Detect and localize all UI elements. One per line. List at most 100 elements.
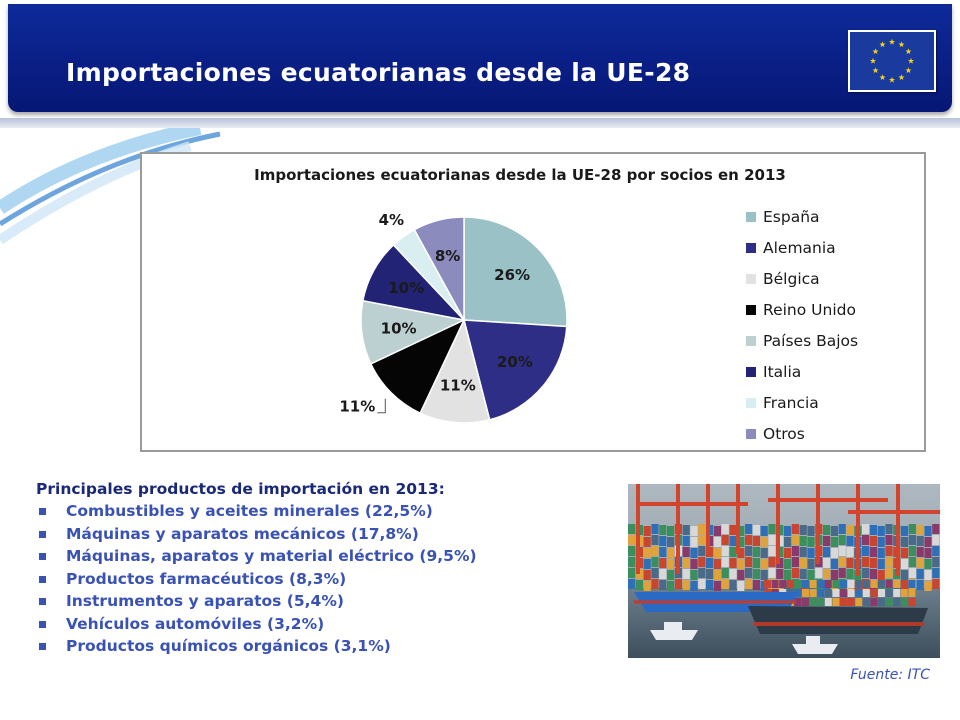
- container-block: [791, 557, 799, 567]
- container-block: [760, 537, 768, 547]
- container-block: [721, 535, 729, 545]
- container-block: [830, 559, 838, 569]
- product-item: Combustibles y aceites minerales (22,5%): [36, 500, 616, 523]
- flag-star-icon: [869, 57, 877, 64]
- container-block: [690, 581, 698, 591]
- container-block: [643, 548, 651, 558]
- container-block: [846, 547, 854, 557]
- container-block: [932, 579, 940, 589]
- container-block: [729, 558, 737, 568]
- container-block: [869, 525, 877, 535]
- container-block: [651, 524, 659, 534]
- container-block: [807, 526, 815, 536]
- legend-swatch: [746, 274, 756, 284]
- container-block: [924, 548, 932, 558]
- container-block: [924, 537, 932, 547]
- container-block: [659, 547, 667, 557]
- container-block: [752, 525, 760, 535]
- container-block: [901, 570, 909, 580]
- container-block: [901, 526, 909, 536]
- container-block: [878, 598, 885, 606]
- container-block: [745, 546, 753, 556]
- container-block: [706, 558, 714, 568]
- container-block: [737, 526, 745, 536]
- container-block: [698, 557, 706, 567]
- container-block: [682, 558, 690, 568]
- container-block: [713, 581, 721, 591]
- container-block: [855, 598, 863, 606]
- container-block: [628, 568, 636, 578]
- container-block: [830, 537, 838, 547]
- container-block: [651, 568, 659, 578]
- container-block: [807, 559, 815, 569]
- container-block: [729, 525, 737, 535]
- container-block: [799, 547, 807, 557]
- container-block: [823, 569, 831, 579]
- container-block: [667, 581, 675, 591]
- container-block: [628, 579, 636, 589]
- container-block: [737, 559, 745, 569]
- container-block: [651, 557, 659, 567]
- container-block: [838, 524, 846, 534]
- slice-label: 10%: [388, 279, 424, 297]
- container-block: [659, 558, 667, 568]
- legend-entry: Reino Unido: [763, 301, 856, 319]
- container-block: [760, 570, 768, 580]
- product-item: Vehículos automóviles (3,2%): [36, 613, 616, 636]
- container-block: [862, 535, 870, 545]
- container-block: [682, 525, 690, 535]
- slice-label: 4%: [379, 211, 404, 229]
- container-block: [824, 598, 832, 606]
- container-block: [893, 598, 901, 606]
- container-block: [908, 568, 916, 578]
- container-block: [869, 536, 877, 546]
- container-block: [779, 580, 787, 588]
- container-block: [698, 568, 706, 578]
- container-block: [817, 580, 825, 588]
- container-block: [737, 570, 745, 580]
- container-block: [721, 546, 729, 556]
- container-block: [713, 526, 721, 536]
- container-block: [721, 568, 729, 578]
- title-banner: Importaciones ecuatorianas desde la UE-2…: [8, 4, 952, 112]
- container-block: [916, 525, 924, 535]
- container-block: [721, 557, 729, 567]
- container-block: [885, 580, 893, 588]
- container-block: [737, 537, 745, 547]
- container-block: [760, 548, 768, 558]
- container-block: [862, 524, 870, 534]
- container-block: [924, 570, 932, 580]
- flag-star-icon: [879, 41, 886, 48]
- container-block: [870, 598, 878, 606]
- container-block: [698, 546, 706, 556]
- container-block: [752, 547, 760, 557]
- flag-star-icon: [888, 38, 896, 45]
- product-item: Máquinas, aparatos y material eléctrico …: [36, 545, 616, 568]
- container-block: [643, 570, 651, 580]
- flag-star-icon: [907, 57, 915, 64]
- container-block: [870, 589, 878, 597]
- container-block: [932, 524, 940, 534]
- container-block: [659, 525, 667, 535]
- container-block: [768, 568, 776, 578]
- container-block: [924, 526, 932, 536]
- container-block: [823, 558, 831, 568]
- container-block: [830, 526, 838, 536]
- container-block: [799, 525, 807, 535]
- container-block: [809, 598, 817, 606]
- container-block: [869, 558, 877, 568]
- container-block: [838, 546, 846, 556]
- container-block: [729, 569, 737, 579]
- flag-star-icon: [879, 74, 886, 81]
- container-block: [908, 589, 916, 597]
- container-block: [745, 557, 753, 567]
- container-block: [838, 557, 846, 567]
- container-block: [838, 568, 846, 578]
- container-block: [690, 537, 698, 547]
- slice-label: 26%: [494, 266, 530, 284]
- container-block: [885, 535, 893, 545]
- container-block: [698, 579, 706, 589]
- container-block: [916, 558, 924, 568]
- container-block: [706, 580, 714, 590]
- container-block: [768, 557, 776, 567]
